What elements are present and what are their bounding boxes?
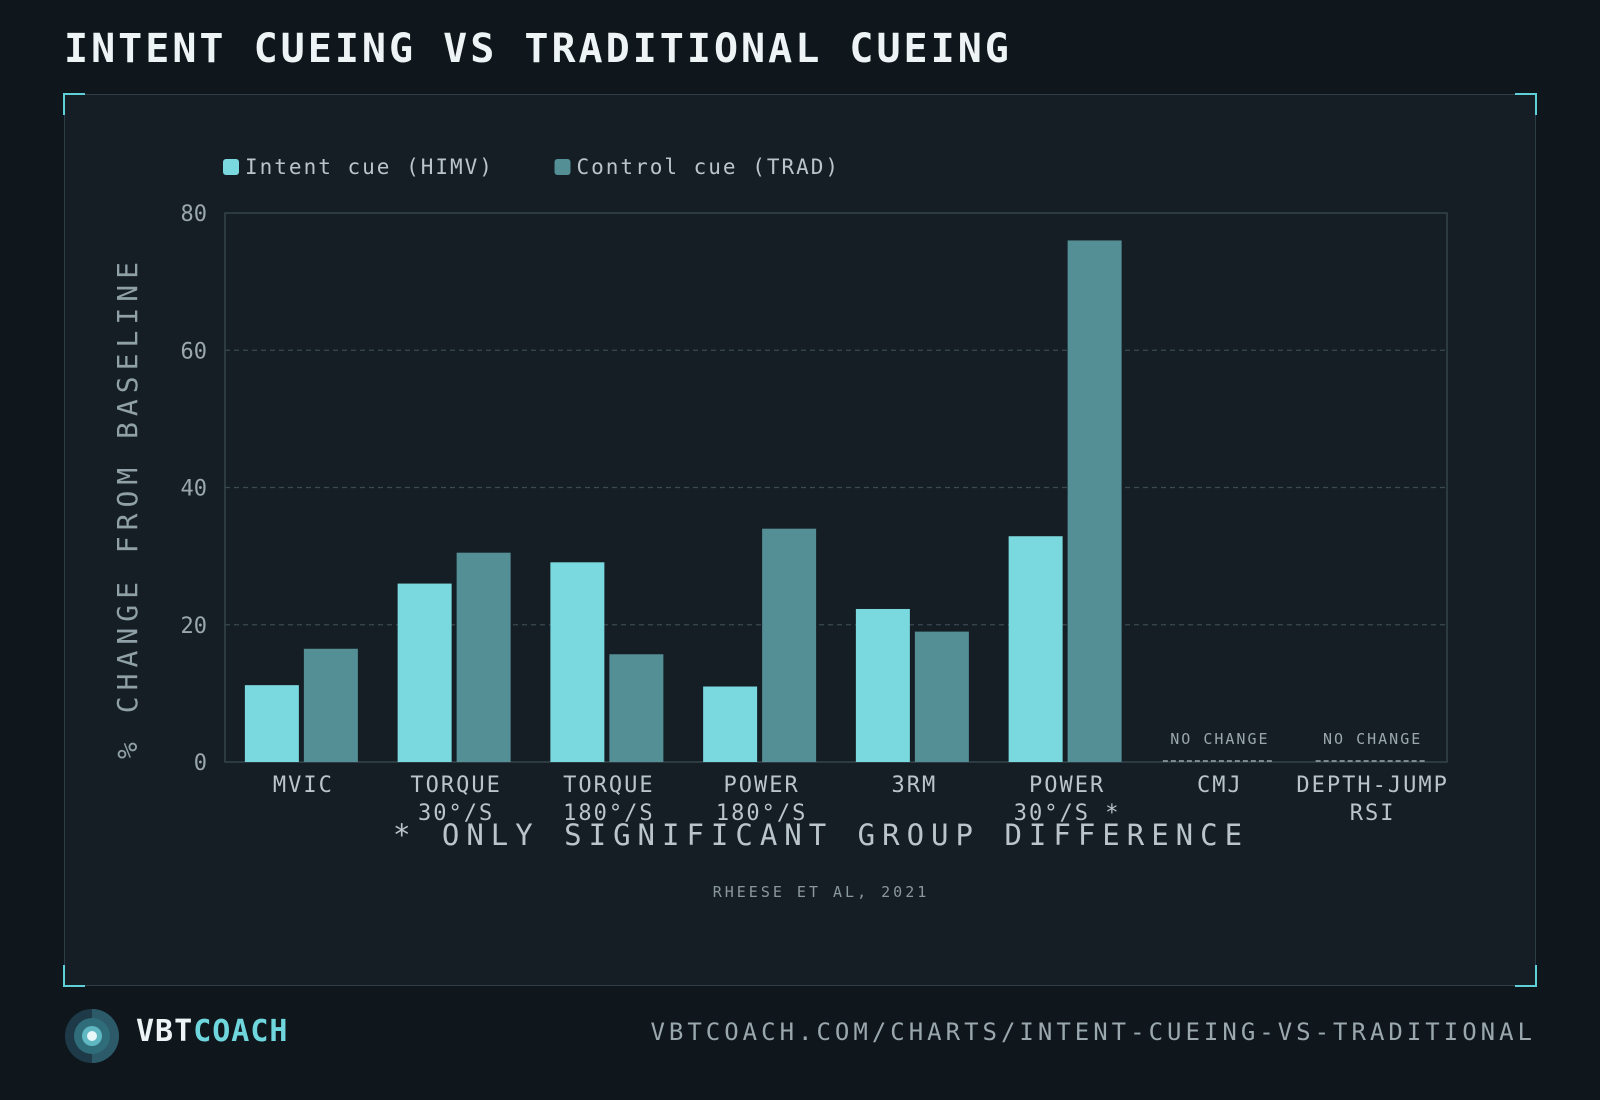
page-title: INTENT CUEING VS TRADITIONAL CUEING [64,26,1012,72]
legend-swatch-1 [223,159,239,175]
bar-intent [855,608,910,762]
no-change-label: NO CHANGE [1323,730,1422,748]
y-tick-label: 80 [181,202,208,227]
brand-name-part1: VBT [136,1014,194,1049]
corner-bracket-bottom-right [1515,965,1537,987]
x-tick-label: RSI [1350,801,1396,826]
bar-control [914,631,969,762]
bar-control [609,654,664,762]
x-tick-label: MVIC [273,773,334,798]
brand-name-part2: COACH [193,1014,289,1049]
legend-swatch-2 [554,159,571,175]
y-tick-label: 60 [181,339,208,364]
bar-intent [703,686,758,762]
x-tick-label: POWER [1029,773,1105,798]
x-tick-label: POWER [724,773,800,798]
x-tick-label: 180°/S [563,801,654,826]
bar-intent [1008,536,1063,762]
vbtcoach-logo-icon [65,1009,119,1063]
legend-label-2: Control cue (TRAD) [577,155,841,179]
x-tick-label: 30°/S * [1014,801,1121,826]
x-tick-label: TORQUE [410,773,501,798]
no-change-label: NO CHANGE [1170,730,1269,748]
corner-bracket-top-left [63,93,85,115]
bar-control [762,528,817,762]
plot-border [224,212,1448,763]
y-tick-label: 0 [194,751,207,776]
significance-note: * ONLY SIGNIFICANT GROUP DIFFERENCE [393,818,1249,852]
corner-bracket-bottom-left [63,965,85,987]
bar-chart: 0 20 40 60 80 % CHANGE FROM BASELINE Intent cu… [111,155,1448,901]
corner-bracket-top-right [1515,93,1537,115]
bar-intent [550,562,605,762]
y-axis-label: % CHANGE FROM BASELINE [111,256,144,759]
x-tick-label: 180°/S [716,801,807,826]
brand-name: VBTCOACH [136,1014,289,1049]
x-tick-label: 30°/S [418,801,494,826]
legend-label-1: Intent cue (HIMV) [245,155,494,179]
footer-url: VBTCOACH.COM/CHARTS/INTENT-CUEING-VS-TRA… [650,1018,1536,1046]
x-tick-label: DEPTH-JUMP [1296,773,1448,798]
bar-control [303,648,358,762]
bar-control [456,552,511,762]
bar-control [1067,240,1122,762]
chart-panel: 0 20 40 60 80 % CHANGE FROM BASELINE Intent cu… [63,93,1537,987]
bar-intent [244,685,299,762]
source-citation: RHEESE ET AL, 2021 [713,883,930,901]
x-tick-label: TORQUE [563,773,654,798]
x-tick-label: CMJ [1197,773,1243,798]
bar-intent [397,583,452,762]
x-tick-label: 3RM [892,773,938,798]
y-tick-label: 40 [181,477,208,502]
y-tick-label: 20 [181,614,208,639]
